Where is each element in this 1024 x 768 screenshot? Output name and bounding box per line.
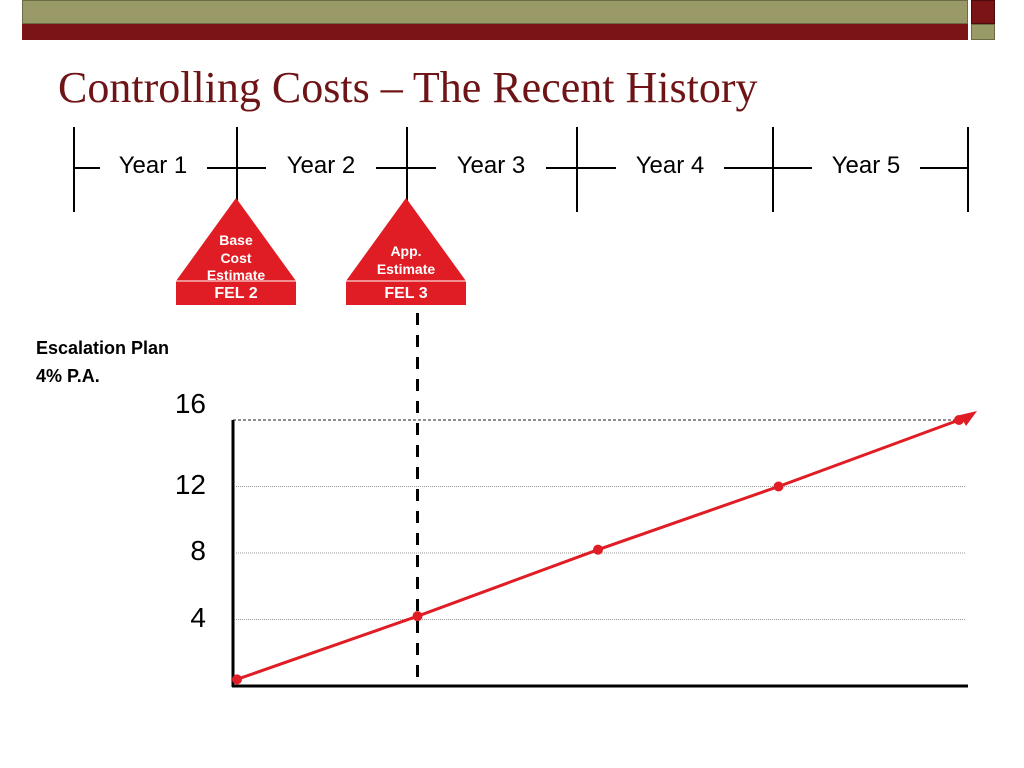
series-point-4 [954,415,964,425]
y-tick-label-8: 8 [190,535,206,566]
y-tick-label-16: 16 [174,388,206,419]
timeline-ticks [73,127,969,212]
escalation-rate-label: 4% P.A. [36,366,100,386]
series-point-1 [412,611,423,622]
corner-block-red [971,0,995,24]
series-point-2 [593,544,603,555]
marker-app-estimate-line-2: Estimate [376,260,436,277]
y-tick-label-12: 12 [174,468,206,500]
year-label-1: Year 1 [118,152,188,179]
marker-app-estimate-line-1: App. [390,243,422,259]
series-point-3 [773,481,784,492]
series-arrowhead [960,411,977,426]
marker-base-cost [176,198,296,305]
marker-base-cost-label: Base Cost Estimate [196,232,276,285]
series-point-0 [232,674,242,685]
marker-fel2-label: FEL 2 [214,285,258,302]
marker-fel3-label: FEL 3 [384,285,428,302]
year-label-3: Year 3 [456,152,526,179]
marker-base-cost-line-3: Estimate [206,267,266,283]
escalation-plan-label: Escalation Plan [36,338,170,358]
grid-lines [233,419,966,620]
y-tick-label-4: 4 [190,601,206,633]
marker-app-estimate-label: App. Estimate [356,243,456,278]
series-points [232,415,964,685]
header-bar-red [22,24,968,40]
marker-base-cost-line-2: Cost [220,249,252,266]
page-title: Controlling Costs – The Recent History [58,63,758,112]
marker-app-estimate [346,198,466,305]
year-label-2: Year 2 [286,152,356,179]
header-bar-olive [22,0,968,24]
marker-base-cost-line-1: Base [219,232,253,248]
year-label-4: Year 4 [635,152,705,179]
year-label-5: Year 5 [831,152,901,179]
corner-block-olive [971,24,995,40]
